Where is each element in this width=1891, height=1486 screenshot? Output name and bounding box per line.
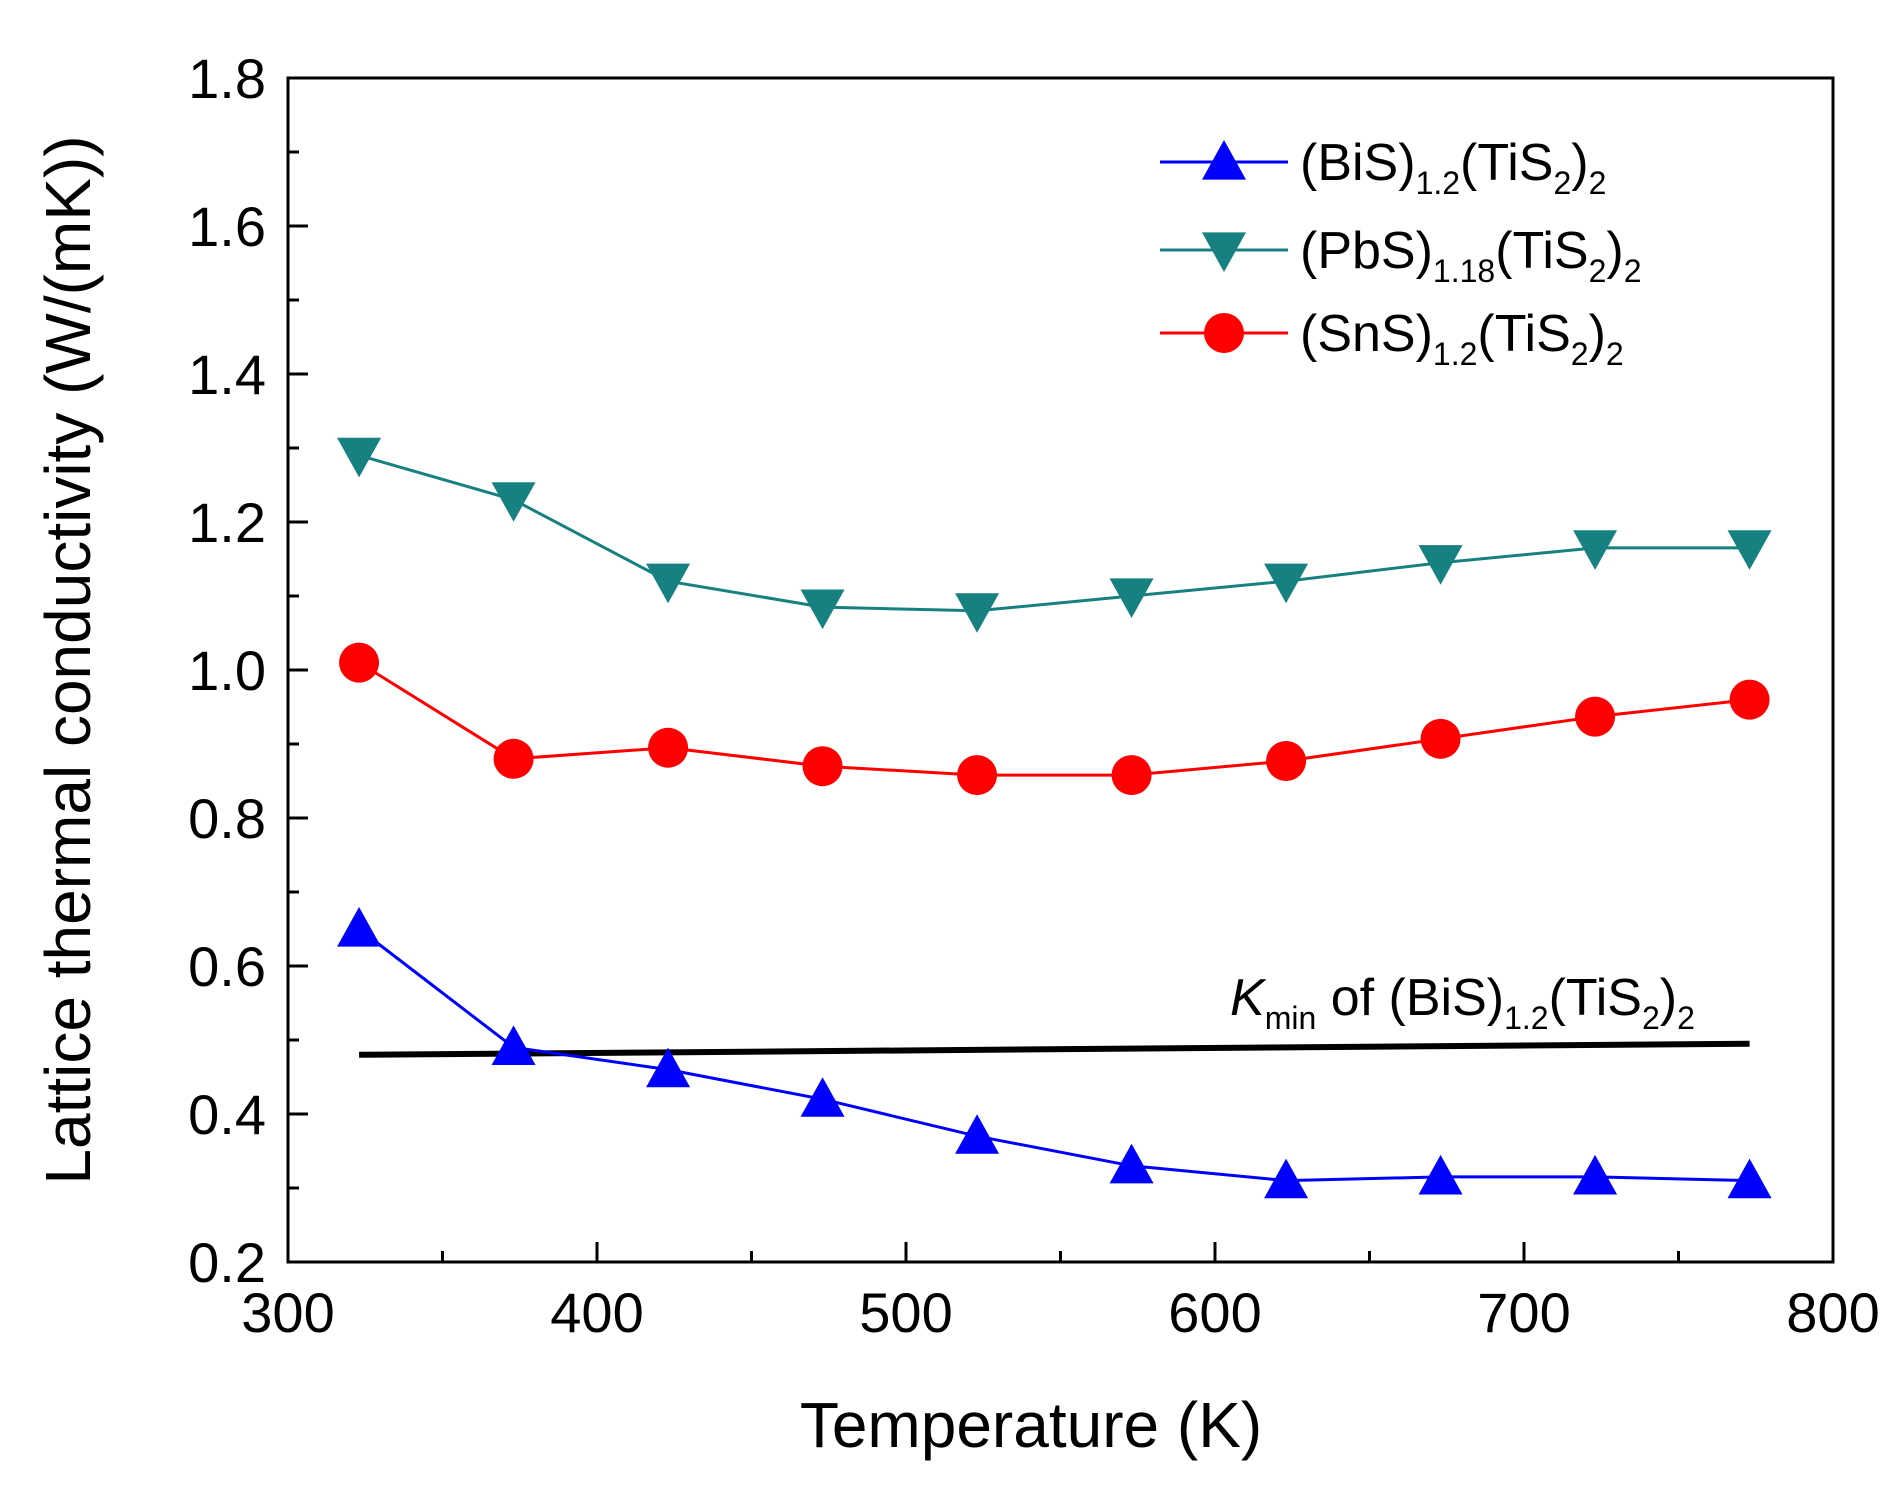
legend-entry-sns: (SnS)1.2(TiS2)2 [1160, 305, 1624, 372]
x-tick-label: 500 [859, 1281, 952, 1344]
data-point [1727, 530, 1772, 570]
data-point [1264, 1158, 1309, 1199]
legend-label: (PbS)1.18(TiS2)2 [1300, 222, 1642, 289]
series-2 [339, 642, 1770, 796]
y-tick-label: 1.8 [188, 47, 266, 110]
plot-frame [286, 76, 1835, 1264]
legend: (BiS)1.2(TiS2)2 (PbS)1.18(TiS2)2 (SnS)1.… [1160, 134, 1642, 372]
series-1 [337, 437, 1772, 633]
legend-marker-shape [1204, 313, 1244, 353]
data-point [491, 1025, 536, 1065]
legend-marker-shape [1202, 140, 1246, 180]
data-point [1418, 545, 1463, 585]
y-axis-title: Lattice thermal conductivity (W/(mK)) [32, 135, 104, 1184]
x-tick-label: 600 [1168, 1281, 1261, 1344]
data-point [1420, 718, 1461, 759]
data-point [646, 1047, 691, 1088]
y-tick-label: 0.6 [188, 935, 266, 998]
data-point [802, 746, 843, 787]
y-tick-label: 0.4 [188, 1083, 266, 1146]
legend-entry-bis: (BiS)1.2(TiS2)2 [1160, 134, 1606, 201]
legend-label: (BiS)1.2(TiS2)2 [1300, 134, 1606, 201]
legend-marker [1204, 313, 1244, 353]
data-point [957, 755, 998, 796]
data-point [1109, 578, 1154, 618]
data-point [1418, 1154, 1463, 1195]
data-point [337, 907, 382, 947]
reference-line-layer [359, 1040, 1750, 1058]
series-line [358, 661, 1750, 777]
legend-marker-shape [1202, 232, 1246, 272]
tick-labels: 300 400 500 600 700 800 0.2 0.4 0.6 0.8 1.0 1.2 1.4 1… [188, 47, 1880, 1344]
data-point [337, 437, 382, 478]
data-point [648, 727, 689, 768]
legend-marker [1202, 140, 1246, 180]
kmin-reference-line [359, 1040, 1750, 1058]
data-point [1109, 1143, 1154, 1184]
x-axis-title: Temperature (K) [800, 1389, 1262, 1461]
series-line [358, 453, 1750, 613]
series-0 [337, 907, 1772, 1199]
data-point [1266, 741, 1307, 782]
x-tick-label: 800 [1786, 1281, 1879, 1344]
y-tick-label: 1.2 [188, 491, 266, 554]
data-point [1573, 530, 1618, 570]
series-line [358, 927, 1750, 1183]
data-point [493, 738, 534, 779]
data-point [646, 563, 691, 604]
legend-marker [1202, 232, 1246, 272]
legend-label: (SnS)1.2(TiS2)2 [1300, 305, 1624, 372]
data-point [1573, 1154, 1618, 1195]
data-point [339, 642, 380, 683]
y-tick-label: 0.2 [188, 1231, 266, 1294]
data-point [955, 593, 1000, 633]
data-point [800, 589, 845, 630]
data-point [1727, 1158, 1772, 1199]
data-point [1111, 755, 1152, 796]
x-tick-label: 700 [1477, 1281, 1570, 1344]
x-tick-label: 400 [550, 1281, 643, 1344]
series-layer [337, 437, 1772, 1199]
y-tick-label: 1.0 [188, 639, 266, 702]
legend-entry-pbs: (PbS)1.18(TiS2)2 [1160, 222, 1642, 289]
x-tick-label: 300 [241, 1281, 334, 1344]
y-tick-label: 0.8 [188, 787, 266, 850]
data-point [1575, 696, 1616, 737]
y-tick-label: 1.4 [188, 343, 266, 406]
y-tick-label: 1.6 [188, 195, 266, 258]
data-point [1729, 679, 1770, 720]
data-point [955, 1114, 1000, 1154]
data-point [800, 1077, 845, 1117]
data-point [491, 482, 536, 522]
reference-line-label: Kmin of (BiS)1.2(TiS2)2 [1230, 969, 1695, 1036]
data-point [1264, 563, 1309, 604]
